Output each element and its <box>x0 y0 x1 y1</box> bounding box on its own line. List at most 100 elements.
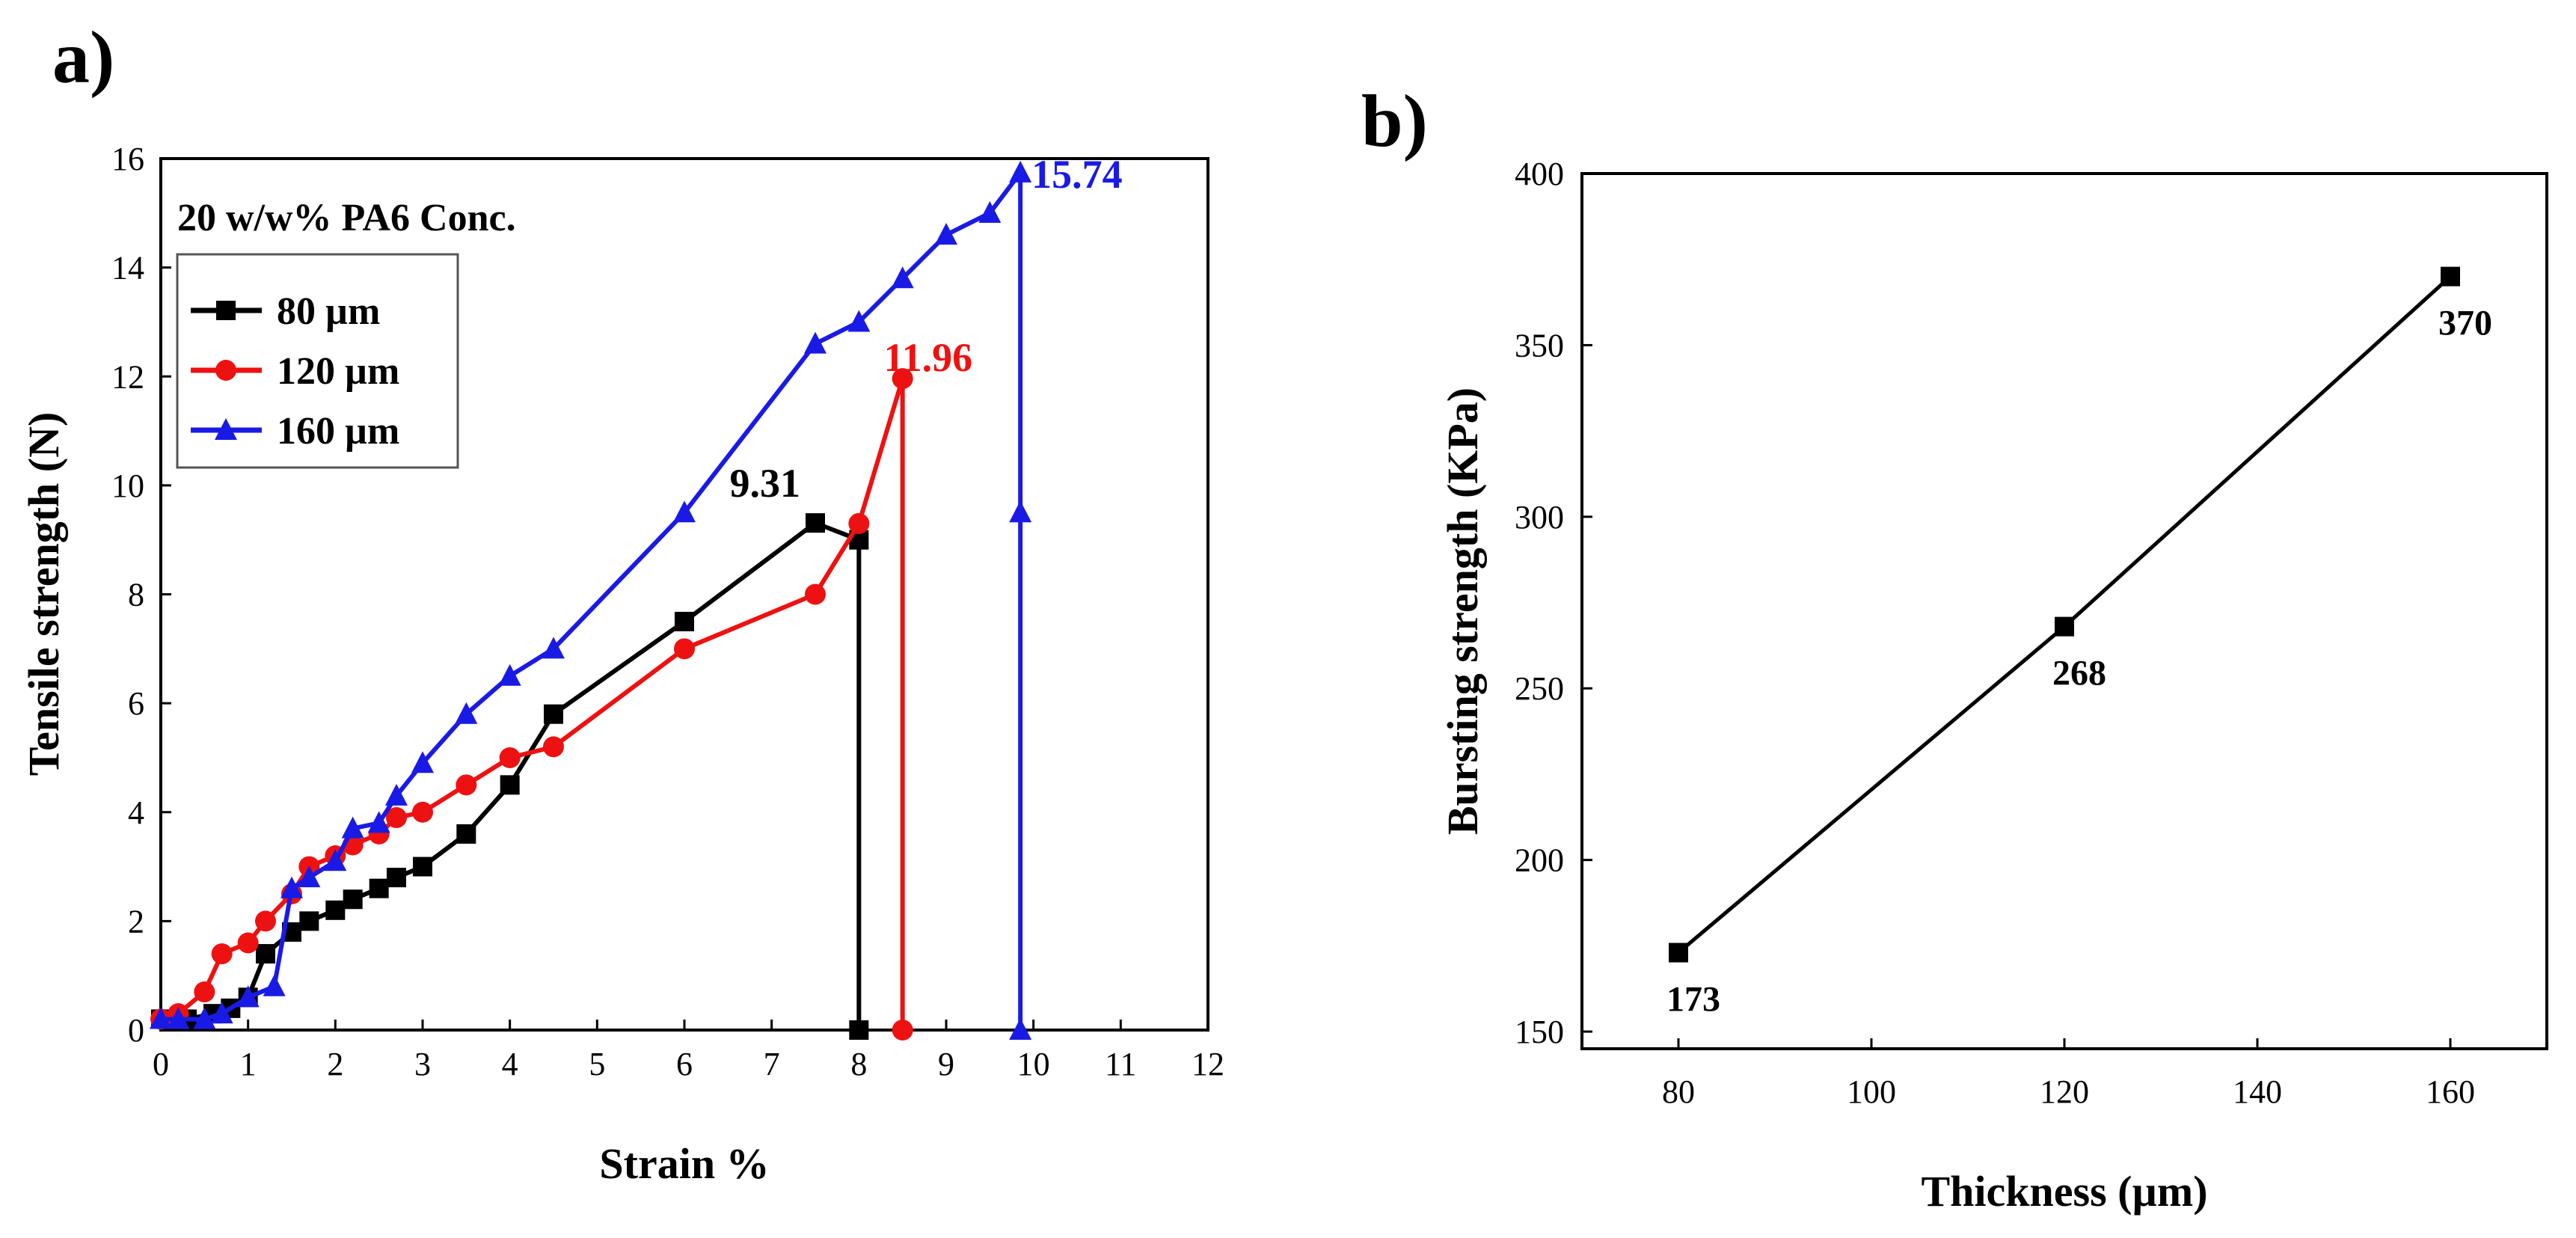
panel-a-label: a) <box>52 16 114 99</box>
data-point <box>298 865 321 888</box>
data-point <box>674 638 695 660</box>
y-tick-label: 350 <box>1515 327 1564 364</box>
y-tick-label: 0 <box>128 1012 144 1049</box>
data-point <box>341 816 364 839</box>
data-point <box>675 611 694 631</box>
data-point <box>412 801 433 823</box>
peak-label: 11.96 <box>884 335 973 380</box>
x-tick-label: 80 <box>1662 1073 1695 1110</box>
peak-label: 9.31 <box>730 461 801 506</box>
data-label: 370 <box>2438 304 2492 343</box>
y-tick-label: 16 <box>111 141 144 177</box>
data-point <box>385 783 408 806</box>
bursting-series: 173 268 370 <box>1666 266 2492 1020</box>
data-point <box>211 943 233 965</box>
data-label: 268 <box>2052 654 2106 693</box>
tensile-x-axis-title: Strain % <box>599 1139 769 1188</box>
data-point <box>806 513 825 533</box>
y-tick-label: 200 <box>1515 842 1564 879</box>
legend-marker <box>215 418 237 440</box>
data-point <box>387 868 406 888</box>
peak-label: 15.74 <box>1031 152 1123 197</box>
y-tick-label: 14 <box>111 250 144 286</box>
data-point <box>280 876 303 898</box>
data-point <box>1009 160 1032 183</box>
panel-b-label: b) <box>1361 79 1428 162</box>
x-tick-label: 0 <box>153 1046 169 1082</box>
data-point <box>847 310 871 332</box>
data-point <box>499 747 521 768</box>
data-point <box>891 266 914 289</box>
data-point <box>343 889 363 910</box>
x-tick-label: 120 <box>2040 1073 2089 1110</box>
data-point <box>1009 500 1032 523</box>
x-tick-label: 3 <box>414 1046 431 1082</box>
y-tick-label: 12 <box>111 358 144 395</box>
data-point <box>256 944 275 964</box>
data-point <box>386 807 407 829</box>
data-point <box>456 774 477 796</box>
data-point <box>892 1020 913 1041</box>
data-point <box>194 981 215 1003</box>
data-point <box>236 985 260 1008</box>
data-point <box>324 849 347 871</box>
x-tick-label: 9 <box>938 1046 954 1082</box>
x-tick-label: 5 <box>589 1046 605 1082</box>
data-point <box>500 775 520 795</box>
data-point <box>978 200 1002 223</box>
data-point <box>2055 616 2074 637</box>
legend-label: 80 µm <box>277 290 380 333</box>
data-point <box>673 500 696 523</box>
x-tick-label: 100 <box>1847 1073 1896 1110</box>
tensile-series: 9.31 11.96 15.74 <box>150 152 1123 1041</box>
bursting-chart: 80 100 120 140 160 150 200 250 300 350 400 173 268 3… <box>1438 156 2548 1216</box>
data-point <box>456 824 476 844</box>
y-tick-label: 4 <box>128 794 144 831</box>
data-point <box>892 368 913 390</box>
data-point <box>167 1007 190 1029</box>
data-point <box>1009 1018 1032 1040</box>
legend-marker <box>215 360 236 381</box>
data-point <box>150 1007 172 1029</box>
x-tick-label: 8 <box>850 1046 867 1082</box>
data-point <box>2441 266 2460 286</box>
x-tick-label: 2 <box>327 1046 343 1082</box>
data-point <box>542 637 565 659</box>
y-tick-label: 250 <box>1515 670 1564 707</box>
data-point <box>805 583 826 605</box>
x-tick-label: 140 <box>2233 1073 2282 1110</box>
data-point <box>263 974 286 996</box>
bursting-plot-frame <box>1580 172 2548 1050</box>
y-tick-label: 300 <box>1515 499 1564 536</box>
data-point <box>325 900 346 920</box>
tensile-chart-title: 20 w/w% PA6 Conc. <box>177 197 516 239</box>
x-tick-label: 12 <box>1192 1046 1224 1082</box>
x-tick-label: 160 <box>2426 1073 2475 1110</box>
data-point <box>498 664 521 686</box>
series-line-0 <box>1677 275 2452 954</box>
legend-marker <box>216 301 236 320</box>
data-point <box>544 704 563 724</box>
bursting-x-axis-title: Thickness (µm) <box>1921 1167 2207 1216</box>
data-point <box>848 512 870 534</box>
y-tick-label: 10 <box>111 468 144 504</box>
data-point <box>369 878 389 898</box>
data-point <box>255 910 276 932</box>
data-point <box>543 736 564 758</box>
data-point <box>1669 943 1688 963</box>
data-point <box>804 331 827 354</box>
tensile-y-axis-title: Tensile strength (N) <box>19 412 68 776</box>
data-point <box>299 911 319 931</box>
data-point <box>413 857 432 877</box>
y-tick-label: 400 <box>1515 156 1564 192</box>
data-point <box>849 1020 869 1040</box>
data-point <box>193 1007 216 1029</box>
x-tick-label: 11 <box>1105 1046 1136 1082</box>
data-point <box>411 751 434 773</box>
data-point <box>237 932 259 954</box>
x-tick-label: 6 <box>676 1046 693 1082</box>
data-point <box>935 222 957 245</box>
legend-label: 160 µm <box>277 410 399 453</box>
